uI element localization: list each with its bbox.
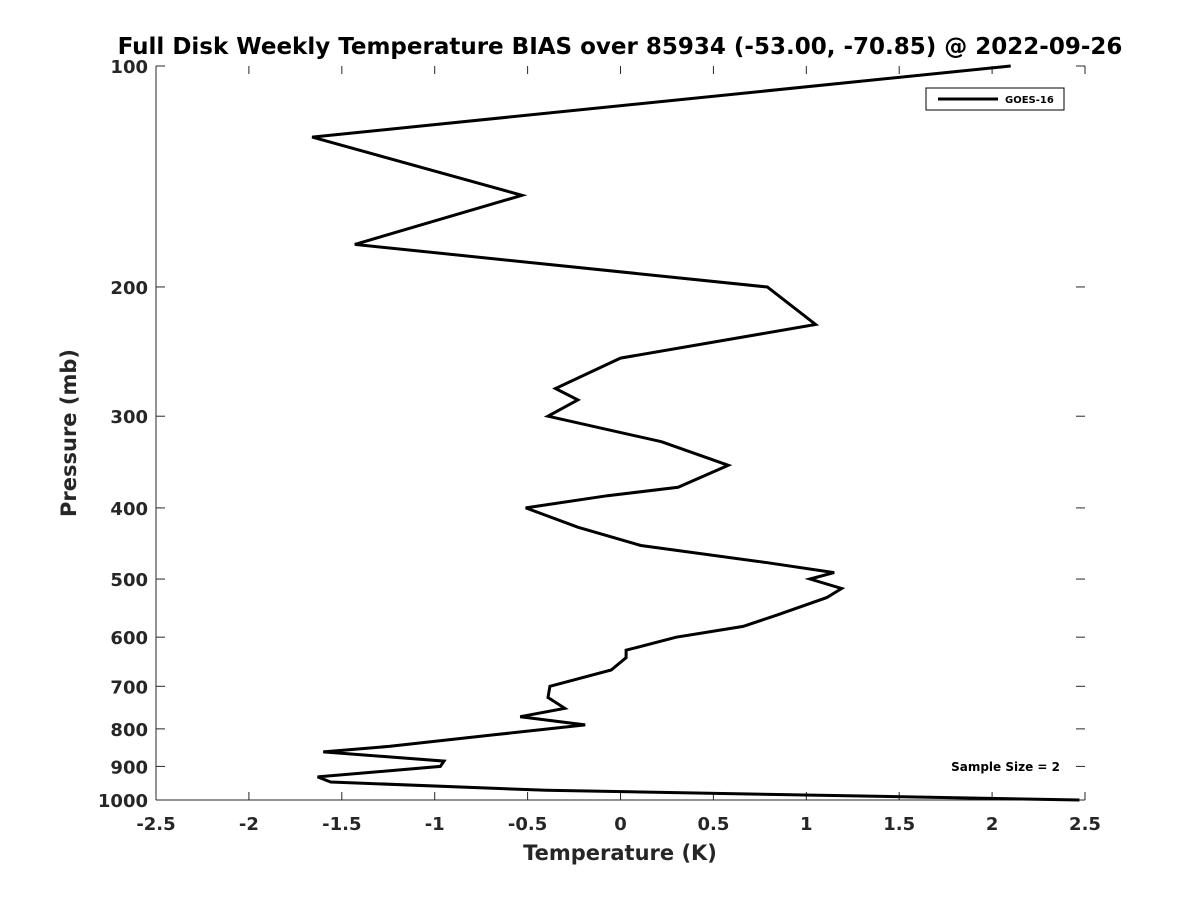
legend: GOES-16	[925, 87, 1065, 111]
x-axis-ticks: -2.5 -2 -1.5 -1 -0.5 0 0.5 1 1.5 2 2.5	[136, 66, 1101, 835]
x-tick-label: 1	[800, 814, 813, 835]
series-layer	[311, 64, 1080, 802]
series-line-goes-16	[311, 64, 1080, 802]
sample-size-annotation: Sample Size = 2	[951, 760, 1060, 774]
y-tick-label: 1000	[98, 791, 148, 812]
y-axis-ticks: 100 200 300 400 500 600 700 800 900 1000	[98, 57, 1085, 812]
x-tick-label: 0.5	[697, 814, 729, 835]
y-axis-label: Pressure (mb)	[57, 349, 81, 517]
legend-label: GOES-16	[1005, 95, 1054, 106]
y-tick-label: 100	[110, 57, 148, 78]
x-tick-label: 0	[614, 814, 627, 835]
x-tick-label: 2	[986, 814, 999, 835]
y-tick-label: 500	[110, 570, 148, 591]
x-tick-label: -2	[239, 814, 259, 835]
y-tick-label: 200	[110, 278, 148, 299]
y-tick-label: 700	[110, 677, 148, 698]
x-tick-label: -1.5	[322, 814, 361, 835]
x-tick-label: -1	[425, 814, 445, 835]
x-tick-label: -2.5	[136, 814, 175, 835]
x-tick-label: 2.5	[1069, 814, 1101, 835]
y-tick-label: 800	[110, 720, 148, 741]
x-tick-label: 1.5	[883, 814, 915, 835]
y-tick-label: 600	[110, 628, 148, 649]
y-tick-label: 900	[110, 757, 148, 778]
y-tick-label: 300	[110, 407, 148, 428]
chart-title: Full Disk Weekly Temperature BIAS over 8…	[118, 34, 1123, 60]
y-tick-label: 400	[110, 499, 148, 520]
x-tick-label: -0.5	[508, 814, 547, 835]
x-axis-label: Temperature (K)	[523, 841, 717, 865]
